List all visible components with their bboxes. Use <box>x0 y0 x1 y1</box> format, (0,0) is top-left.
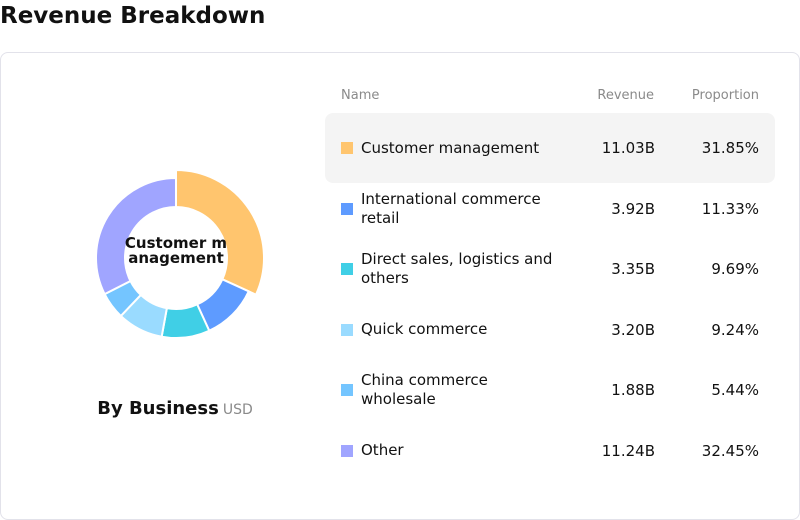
donut-center-label: Customer management <box>124 234 228 267</box>
slice-proportion: 32.45% <box>701 441 759 460</box>
slice-proportion: 9.24% <box>711 320 759 339</box>
color-swatch <box>341 384 353 396</box>
slice-proportion: 5.44% <box>711 381 759 399</box>
color-swatch <box>341 323 353 336</box>
legend-row[interactable]: Direct sales, logistics and others 3.35B… <box>325 234 775 304</box>
slice-revenue: 1.88B <box>611 381 655 399</box>
slice-revenue: 3.92B <box>611 199 655 218</box>
slice-name: China commerce wholesale <box>361 371 488 408</box>
slice-proportion: 11.33% <box>701 199 759 218</box>
donut-slice[interactable] <box>95 176 177 296</box>
slice-proportion: 31.85% <box>701 139 759 157</box>
slice-revenue: 3.20B <box>611 320 655 339</box>
donut-slice[interactable] <box>175 168 265 297</box>
slice-name: Quick commerce <box>361 320 488 338</box>
chart-title-text: By Business <box>97 398 219 419</box>
slice-revenue: 11.03B <box>601 139 655 157</box>
chart-title: By Business USD <box>0 398 350 419</box>
column-header-proportion: Proportion <box>691 88 759 103</box>
legend-row[interactable]: Quick commerce 3.20B 9.24% <box>325 295 775 365</box>
column-header-revenue: Revenue <box>597 88 654 103</box>
page-title: Revenue Breakdown <box>0 3 266 29</box>
legend-row[interactable]: Customer management 11.03B 31.85% <box>325 113 775 183</box>
color-swatch <box>341 142 353 154</box>
legend-row[interactable]: International commerce retail 3.92B 11.3… <box>325 174 775 244</box>
column-header-name: Name <box>341 88 380 103</box>
slice-name: Direct sales, logistics and others <box>361 250 553 287</box>
donut-chart <box>95 168 265 339</box>
slice-proportion: 9.69% <box>711 260 759 278</box>
slice-name: International commerce retail <box>361 189 541 227</box>
legend-row[interactable]: Other 11.24B 32.45% <box>325 416 775 486</box>
legend-row[interactable]: China commerce wholesale 1.88B 5.44% <box>325 355 775 425</box>
slice-revenue: 3.35B <box>611 260 655 278</box>
slice-name: Customer management <box>361 138 540 157</box>
color-swatch <box>341 202 353 215</box>
slice-name: Other <box>361 441 404 459</box>
color-swatch <box>341 444 353 457</box>
slice-revenue: 11.24B <box>601 441 655 460</box>
color-swatch <box>341 263 353 275</box>
unit-label: USD <box>222 402 253 418</box>
